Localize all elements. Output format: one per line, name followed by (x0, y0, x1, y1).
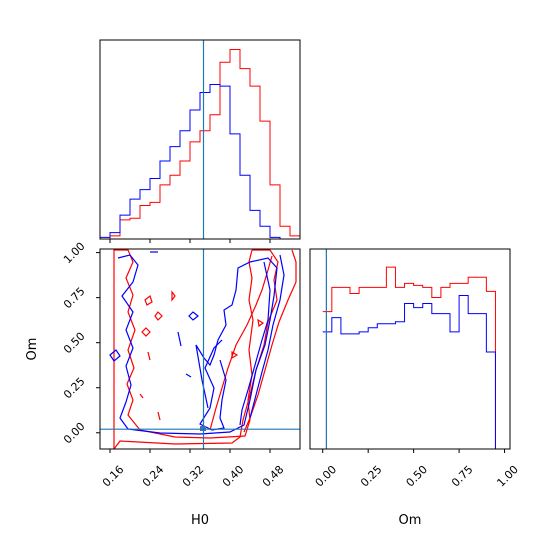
contour-a-blob-9 (257, 318, 265, 328)
contour-panel-frame (99, 248, 301, 450)
om-hist-tick-label-0: 0.00 (313, 463, 340, 490)
contour-b-blob-4 (185, 373, 192, 378)
om-tick-label-3: 0.75 (61, 285, 88, 312)
h0-axis-label: H0 (191, 513, 209, 528)
h0-histogram-series-a (100, 48, 300, 240)
om-tick-label-1: 0.25 (61, 375, 88, 402)
om-histogram-series-a (322, 266, 505, 450)
h0-tick-label-2: 0.32 (180, 463, 207, 490)
h0-tick-marks: 0.16 0.24 0.32 0.40 0.48 (100, 449, 287, 490)
contours-series-b (109, 251, 285, 435)
om-hist-tick-label-1: 0.25 (358, 463, 385, 490)
contour-a-blob-2 (154, 311, 163, 321)
contour-a-blob-1 (144, 294, 153, 306)
contour-b-right (239, 261, 271, 426)
contour-b-far-right (249, 254, 285, 419)
contour-a-blob-5 (147, 351, 151, 361)
h0-histogram-ticks (109, 239, 271, 243)
contour-a-blob-7 (139, 393, 144, 399)
h0-histogram-series-b (100, 84, 300, 240)
contour-a-blob-8 (231, 350, 239, 360)
om-hist-tick-label-4: 1.00 (494, 463, 521, 490)
om-hist-axis-label: Om (399, 513, 422, 528)
h0-tick-label-0: 0.16 (100, 463, 127, 490)
contour-a-inner (209, 255, 273, 431)
contour-a-far-right (243, 249, 297, 433)
om-histogram-ticks: 0.00 0.25 0.50 0.75 1.00 (313, 449, 521, 489)
h0-histogram-panel (99, 39, 301, 243)
contour-a-outer-left (113, 249, 254, 449)
contour-b-blob-1 (109, 349, 121, 362)
om-tick-marks: 0.00 0.25 0.50 0.75 1.00 (61, 240, 100, 447)
om-histogram-series-b (322, 294, 505, 450)
om-tick-label-0: 0.00 (61, 420, 88, 447)
h0-tick-label-1: 0.24 (140, 463, 167, 490)
contour-a-blob-6 (157, 411, 161, 421)
h0-tick-label-4: 0.48 (260, 463, 287, 490)
contour-b-outer (117, 254, 278, 435)
contour-b-blob-3 (177, 331, 182, 347)
om-tick-label-2: 0.50 (61, 330, 88, 357)
contour-a-blob-4 (141, 327, 151, 337)
h0-om-contour-panel: 0.16 0.24 0.32 0.40 0.48 0.00 0.25 0.50 0.75 1.0… (61, 240, 301, 490)
contour-a-outer-right (113, 249, 279, 449)
om-tick-label-4: 1.00 (61, 240, 88, 267)
contour-b-blob-2 (188, 311, 199, 321)
contours-series-a (113, 249, 297, 449)
om-histogram-panel: 0.00 0.25 0.50 0.75 1.00 (309, 248, 521, 489)
h0-histogram-frame (99, 39, 301, 240)
om-hist-tick-label-2: 0.50 (404, 463, 431, 490)
om-axis-label: Om (25, 338, 40, 361)
h0-tick-label-3: 0.40 (220, 463, 247, 490)
om-hist-tick-label-3: 0.75 (449, 463, 476, 490)
om-histogram-frame (309, 248, 511, 450)
contour-a-blob-3 (171, 290, 176, 302)
